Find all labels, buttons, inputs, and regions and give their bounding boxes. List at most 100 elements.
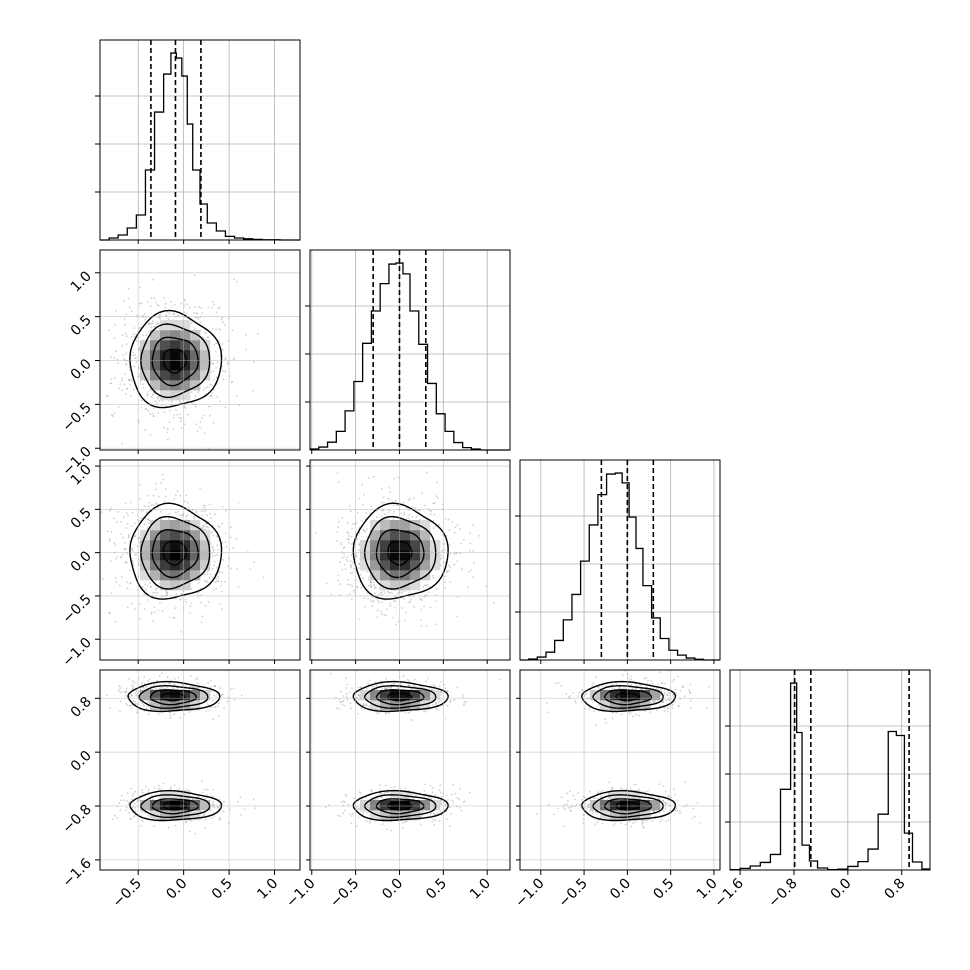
scatter-point xyxy=(109,539,111,542)
scatter-point xyxy=(135,553,138,556)
scatter-point xyxy=(346,521,349,524)
scatter-point xyxy=(194,327,196,330)
scatter-point xyxy=(408,591,411,594)
scatter-point xyxy=(204,505,207,507)
scatter-point xyxy=(213,705,216,708)
scatter-point xyxy=(130,310,133,313)
scatter-point xyxy=(111,818,114,821)
scatter-point xyxy=(667,819,670,821)
scatter-point xyxy=(169,679,172,682)
scatter-point xyxy=(168,517,170,520)
scatter-point xyxy=(204,332,207,334)
density-cell xyxy=(180,340,191,351)
scatter-point xyxy=(413,678,416,681)
scatter-point xyxy=(403,590,406,593)
density-cell xyxy=(150,550,161,561)
scatter-point xyxy=(588,708,591,711)
scatter-point xyxy=(128,569,131,572)
scatter-point xyxy=(134,357,137,360)
scatter-point xyxy=(421,492,423,494)
scatter-point xyxy=(431,688,433,691)
scatter-point xyxy=(148,700,151,703)
scatter-point xyxy=(454,526,457,528)
panel-frame xyxy=(309,249,511,451)
scatter-point xyxy=(448,544,450,547)
scatter-point xyxy=(121,379,124,382)
scatter-point xyxy=(380,501,383,504)
scatter-point xyxy=(160,686,163,689)
panel-frame xyxy=(519,459,721,661)
scatter-point xyxy=(345,558,348,561)
scatter-point xyxy=(132,389,135,391)
density-cell xyxy=(190,530,201,541)
scatter-point xyxy=(434,793,437,796)
scatter-point xyxy=(351,812,354,815)
scatter-point xyxy=(125,809,127,812)
density-cell xyxy=(200,350,211,361)
scatter-point xyxy=(209,679,212,682)
scatter-point xyxy=(212,549,215,552)
scatter-point xyxy=(350,566,352,568)
scatter-point xyxy=(380,591,383,594)
scatter-point xyxy=(209,512,212,515)
scatter-point xyxy=(196,682,199,684)
scatter-point xyxy=(126,387,129,390)
scatter-point xyxy=(597,797,599,800)
scatter-point xyxy=(133,535,136,538)
scatter-point xyxy=(165,488,167,490)
density-cell xyxy=(160,330,171,341)
scatter-point xyxy=(142,703,145,706)
scatter-point xyxy=(215,367,218,369)
scatter-point xyxy=(219,817,221,819)
scatter-point xyxy=(156,303,159,306)
scatter-point xyxy=(156,587,159,589)
scatter-point xyxy=(215,342,218,344)
scatter-point xyxy=(128,582,131,585)
scatter-point xyxy=(185,515,187,518)
scatter-point xyxy=(197,318,200,320)
scatter-point xyxy=(236,568,238,570)
scatter-point xyxy=(134,809,136,812)
scatter-point xyxy=(126,587,129,590)
scatter-point xyxy=(224,357,227,360)
scatter-point xyxy=(462,801,465,803)
scatter-point xyxy=(358,618,361,621)
scatter-point xyxy=(408,600,411,603)
scatter-point xyxy=(131,798,134,800)
scatter-point xyxy=(363,493,365,496)
scatter-point xyxy=(336,472,339,475)
density-cell xyxy=(140,360,151,371)
scatter-point xyxy=(138,537,141,539)
scatter-point xyxy=(468,571,471,573)
scatter-point xyxy=(224,509,227,512)
scatter-point xyxy=(115,580,118,583)
scatter-point xyxy=(432,818,435,821)
scatter-point xyxy=(435,495,438,497)
density-cell xyxy=(180,580,191,591)
scatter-point xyxy=(422,586,425,589)
scatter-point xyxy=(371,596,373,599)
scatter-point xyxy=(132,792,135,795)
scatter-point xyxy=(368,821,371,824)
scatter-point xyxy=(193,517,196,519)
density-cell xyxy=(170,360,181,371)
scatter-point xyxy=(153,787,156,789)
scatter-point xyxy=(346,699,349,701)
scatter-point xyxy=(172,428,175,431)
scatter-point xyxy=(138,347,141,350)
scatter-point xyxy=(467,586,470,589)
scatter-point xyxy=(127,536,130,539)
scatter-point xyxy=(223,800,226,803)
scatter-point xyxy=(376,616,379,618)
scatter-point xyxy=(174,824,177,827)
scatter-point xyxy=(368,820,371,823)
scatter-point xyxy=(404,711,406,714)
scatter-point xyxy=(349,572,352,575)
scatter-point xyxy=(206,386,209,388)
scatter-point xyxy=(235,537,238,540)
scatter-point xyxy=(435,707,438,710)
scatter-point xyxy=(213,564,216,567)
scatter-point xyxy=(165,594,168,596)
scatter-point xyxy=(382,496,385,498)
scatter-point xyxy=(436,481,438,484)
